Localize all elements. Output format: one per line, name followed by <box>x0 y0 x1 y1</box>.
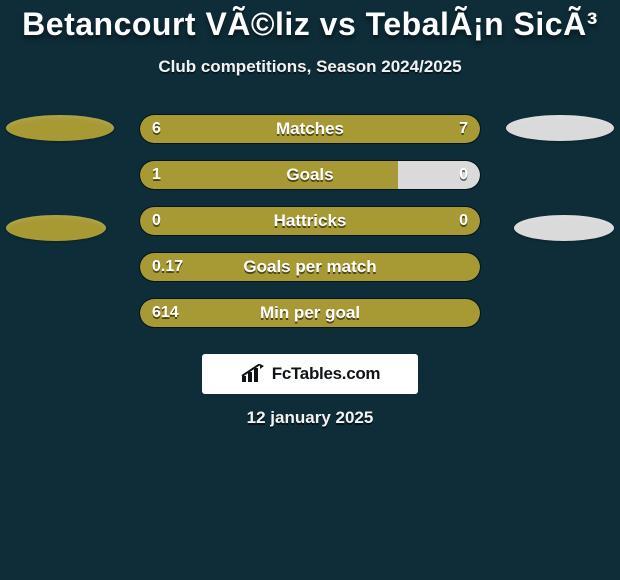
page-subtitle: Club competitions, Season 2024/2025 <box>0 57 620 77</box>
page-title: Betancourt VÃ©liz vs TebalÃ¡n SicÃ³ <box>0 0 620 43</box>
stat-label: Hattricks <box>140 207 480 235</box>
stats-block: 6 Matches 7 1 Goals 0 0 Hattricks 0 <box>0 115 620 345</box>
stat-label: Goals <box>140 161 480 189</box>
comparison-infographic: Betancourt VÃ©liz vs TebalÃ¡n SicÃ³ Club… <box>0 0 620 580</box>
stat-value-right: 0 <box>459 161 468 189</box>
stat-row-min-per-goal: 614 Min per goal <box>0 299 620 345</box>
bar-chart-icon <box>240 364 266 384</box>
player-right-badge <box>506 115 614 141</box>
stat-row-hattricks: 0 Hattricks 0 <box>0 207 620 253</box>
snapshot-date: 12 january 2025 <box>0 408 620 428</box>
stat-row-matches: 6 Matches 7 <box>0 115 620 161</box>
source-logo: FcTables.com <box>202 354 418 394</box>
stat-label: Matches <box>140 115 480 143</box>
stat-value-right: 0 <box>459 207 468 235</box>
stat-label: Goals per match <box>140 253 480 281</box>
player-left-badge <box>6 115 114 141</box>
source-logo-text: FcTables.com <box>272 364 381 384</box>
stat-row-goals-per-match: 0.17 Goals per match <box>0 253 620 299</box>
stat-value-right: 7 <box>459 115 468 143</box>
stat-row-goals: 1 Goals 0 <box>0 161 620 207</box>
stat-label: Min per goal <box>140 299 480 327</box>
